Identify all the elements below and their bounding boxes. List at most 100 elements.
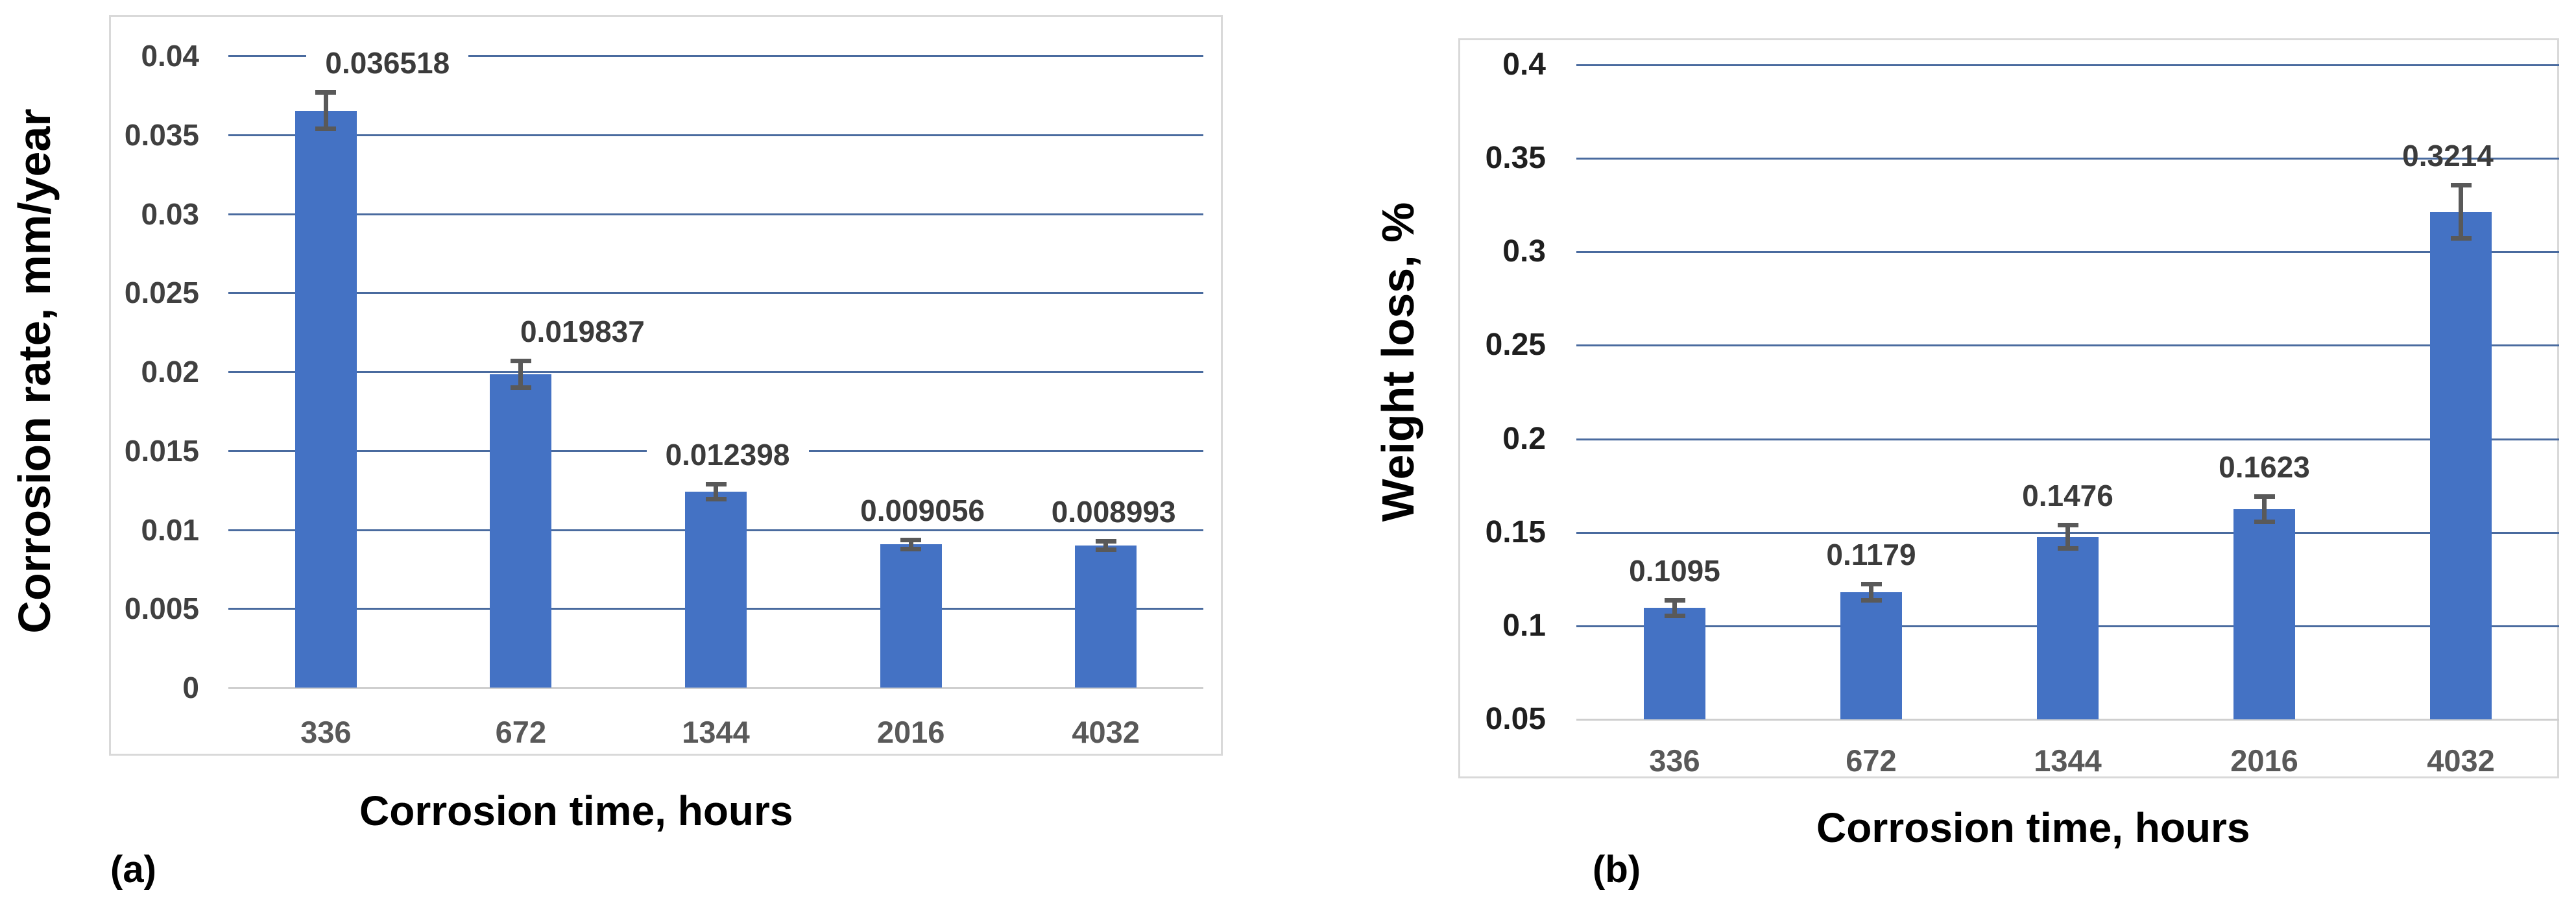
y-tick-label: 0.01 [141, 512, 199, 547]
gridline [228, 134, 1203, 136]
error-bar-cap-bottom [1860, 598, 1882, 603]
gridline [228, 292, 1203, 294]
y-tick-label: 0.02 [141, 355, 199, 389]
error-bar-cap-bottom [510, 385, 531, 390]
gridline [228, 55, 1203, 57]
data-label: 0.008993 [1032, 495, 1195, 529]
data-label: 0.3214 [2402, 138, 2494, 173]
error-bar [1860, 582, 1882, 603]
error-bar [315, 90, 337, 132]
error-bar [900, 537, 922, 552]
data-label: 0.1179 [1826, 538, 1916, 572]
bar-336 [1644, 608, 1705, 719]
bar-4032 [2430, 211, 2492, 719]
y-tick-label: 0.025 [124, 276, 199, 310]
y-tick-label: 0.05 [1485, 702, 1546, 736]
error-bar-cap-top [315, 90, 337, 95]
gridline [1576, 251, 2559, 254]
gridline [1576, 158, 2559, 160]
gridline [228, 371, 1203, 373]
error-bar-cap-bottom [1664, 614, 1685, 619]
error-bar-line [1869, 582, 1873, 603]
bar-672 [1840, 592, 1902, 719]
error-bar-cap-bottom [315, 126, 337, 132]
bar-1344 [2037, 536, 2099, 719]
error-bar-cap-top [2450, 182, 2472, 187]
gridline [1576, 64, 2559, 66]
error-bar-cap-top [705, 482, 727, 487]
error-bar-line [1103, 539, 1109, 552]
panel-letter-b: (b) [1593, 848, 1641, 891]
x-tick-label: 672 [1846, 743, 1897, 778]
error-bar-cap-bottom [1095, 547, 1116, 552]
error-bar-cap-bottom [2057, 546, 2078, 551]
x-tick-label: 336 [300, 715, 352, 749]
x-axis-line [1576, 719, 2559, 721]
y-tick-label: 0.03 [141, 197, 199, 231]
bar-2016 [2233, 509, 2295, 719]
error-bar-line [323, 90, 328, 132]
error-bar [2254, 494, 2275, 525]
x-axis-title-a: Corrosion time, hours [359, 787, 793, 834]
bar-2016 [880, 544, 942, 688]
y-tick-label: 0.1 [1502, 608, 1546, 643]
y-tick-label: 0.2 [1502, 421, 1546, 456]
error-bar [2450, 182, 2472, 241]
error-bar-cap-bottom [705, 496, 727, 501]
y-tick-label: 0.04 [141, 39, 199, 73]
y-axis-title-b: Weight loss, % [1373, 202, 1423, 522]
error-bar-cap-top [900, 537, 922, 542]
gridline [228, 213, 1203, 215]
y-tick-label: 0.3 [1502, 234, 1546, 269]
error-bar-cap-bottom [2450, 236, 2472, 241]
error-bar-cap-top [2254, 494, 2275, 499]
chart-area-border-b [1458, 38, 2559, 778]
error-bar [705, 482, 727, 501]
error-bar [2057, 523, 2078, 551]
error-bar-line [908, 537, 913, 552]
y-tick-label: 0.35 [1485, 141, 1546, 176]
error-bar-line [2262, 494, 2267, 525]
x-tick-label: 1344 [2034, 743, 2102, 778]
error-bar-cap-top [2057, 523, 2078, 527]
error-bar-line [2459, 182, 2463, 241]
data-label: 0.012398 [646, 438, 809, 472]
y-tick-label: 0.005 [124, 592, 199, 626]
error-bar [1664, 597, 1685, 619]
error-bar-cap-top [1095, 539, 1116, 544]
y-tick-label: 0.4 [1502, 47, 1546, 82]
panel-letter-a: (a) [110, 848, 156, 891]
data-label: 0.1095 [1629, 553, 1720, 588]
y-tick-label: 0.25 [1485, 328, 1546, 363]
chart-area-border-a [109, 15, 1223, 756]
bar-1344 [685, 492, 747, 688]
gridline [1576, 438, 2559, 440]
y-tick-label: 0.035 [124, 117, 199, 152]
x-tick-label: 4032 [1072, 715, 1140, 749]
y-tick-label: 0.015 [124, 433, 199, 468]
bar-672 [490, 374, 552, 688]
x-tick-label: 4032 [2427, 743, 2495, 778]
data-label: 0.1623 [2219, 450, 2310, 485]
y-tick-label: 0.15 [1485, 514, 1546, 549]
error-bar-cap-top [1664, 597, 1685, 603]
error-bar-cap-top [510, 358, 531, 363]
error-bar-cap-top [1860, 582, 1882, 587]
error-bar-line [714, 482, 718, 501]
error-bar-cap-bottom [2254, 520, 2275, 525]
bar-4032 [1075, 546, 1137, 688]
x-tick-label: 2016 [2230, 743, 2298, 778]
data-label: 0.019837 [501, 314, 664, 348]
x-tick-label: 336 [1649, 743, 1700, 778]
error-bar-line [2065, 523, 2070, 551]
x-tick-label: 1344 [682, 715, 750, 749]
error-bar [510, 358, 531, 390]
x-tick-label: 672 [495, 715, 547, 749]
error-bar [1095, 539, 1116, 552]
error-bar-cap-bottom [900, 547, 922, 552]
error-bar-line [518, 358, 524, 390]
